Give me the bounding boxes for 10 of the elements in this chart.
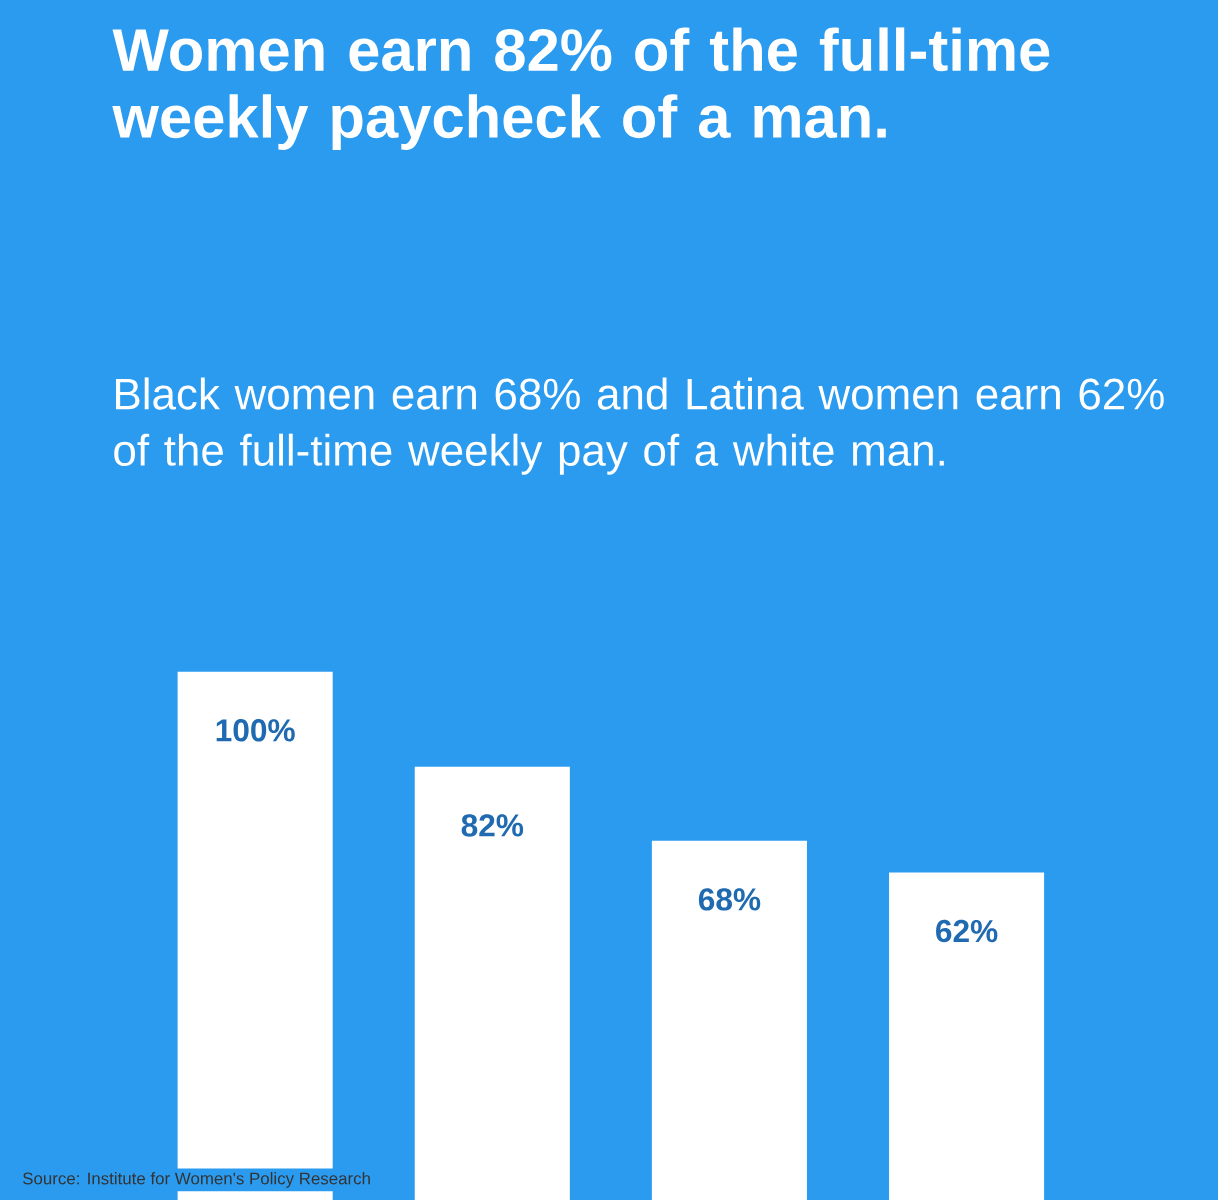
data-label: 68% xyxy=(698,888,761,911)
data-label: 100% xyxy=(216,719,295,742)
bar xyxy=(651,840,807,1200)
data-label: 82% xyxy=(461,814,524,837)
data-label: 62% xyxy=(936,919,998,943)
chart-title: Women earn 82% of the full-time weekly paycheck of a man. xyxy=(112,27,1050,150)
annotation: Source: Institute for Women's Policy Research xyxy=(23,1172,370,1188)
bar xyxy=(889,872,1045,1200)
chart-subtitle: Black women earn 68% and Latina women earn 62% of the full-time weekly pay of a white man. xyxy=(114,377,1164,475)
bar xyxy=(414,766,570,1200)
